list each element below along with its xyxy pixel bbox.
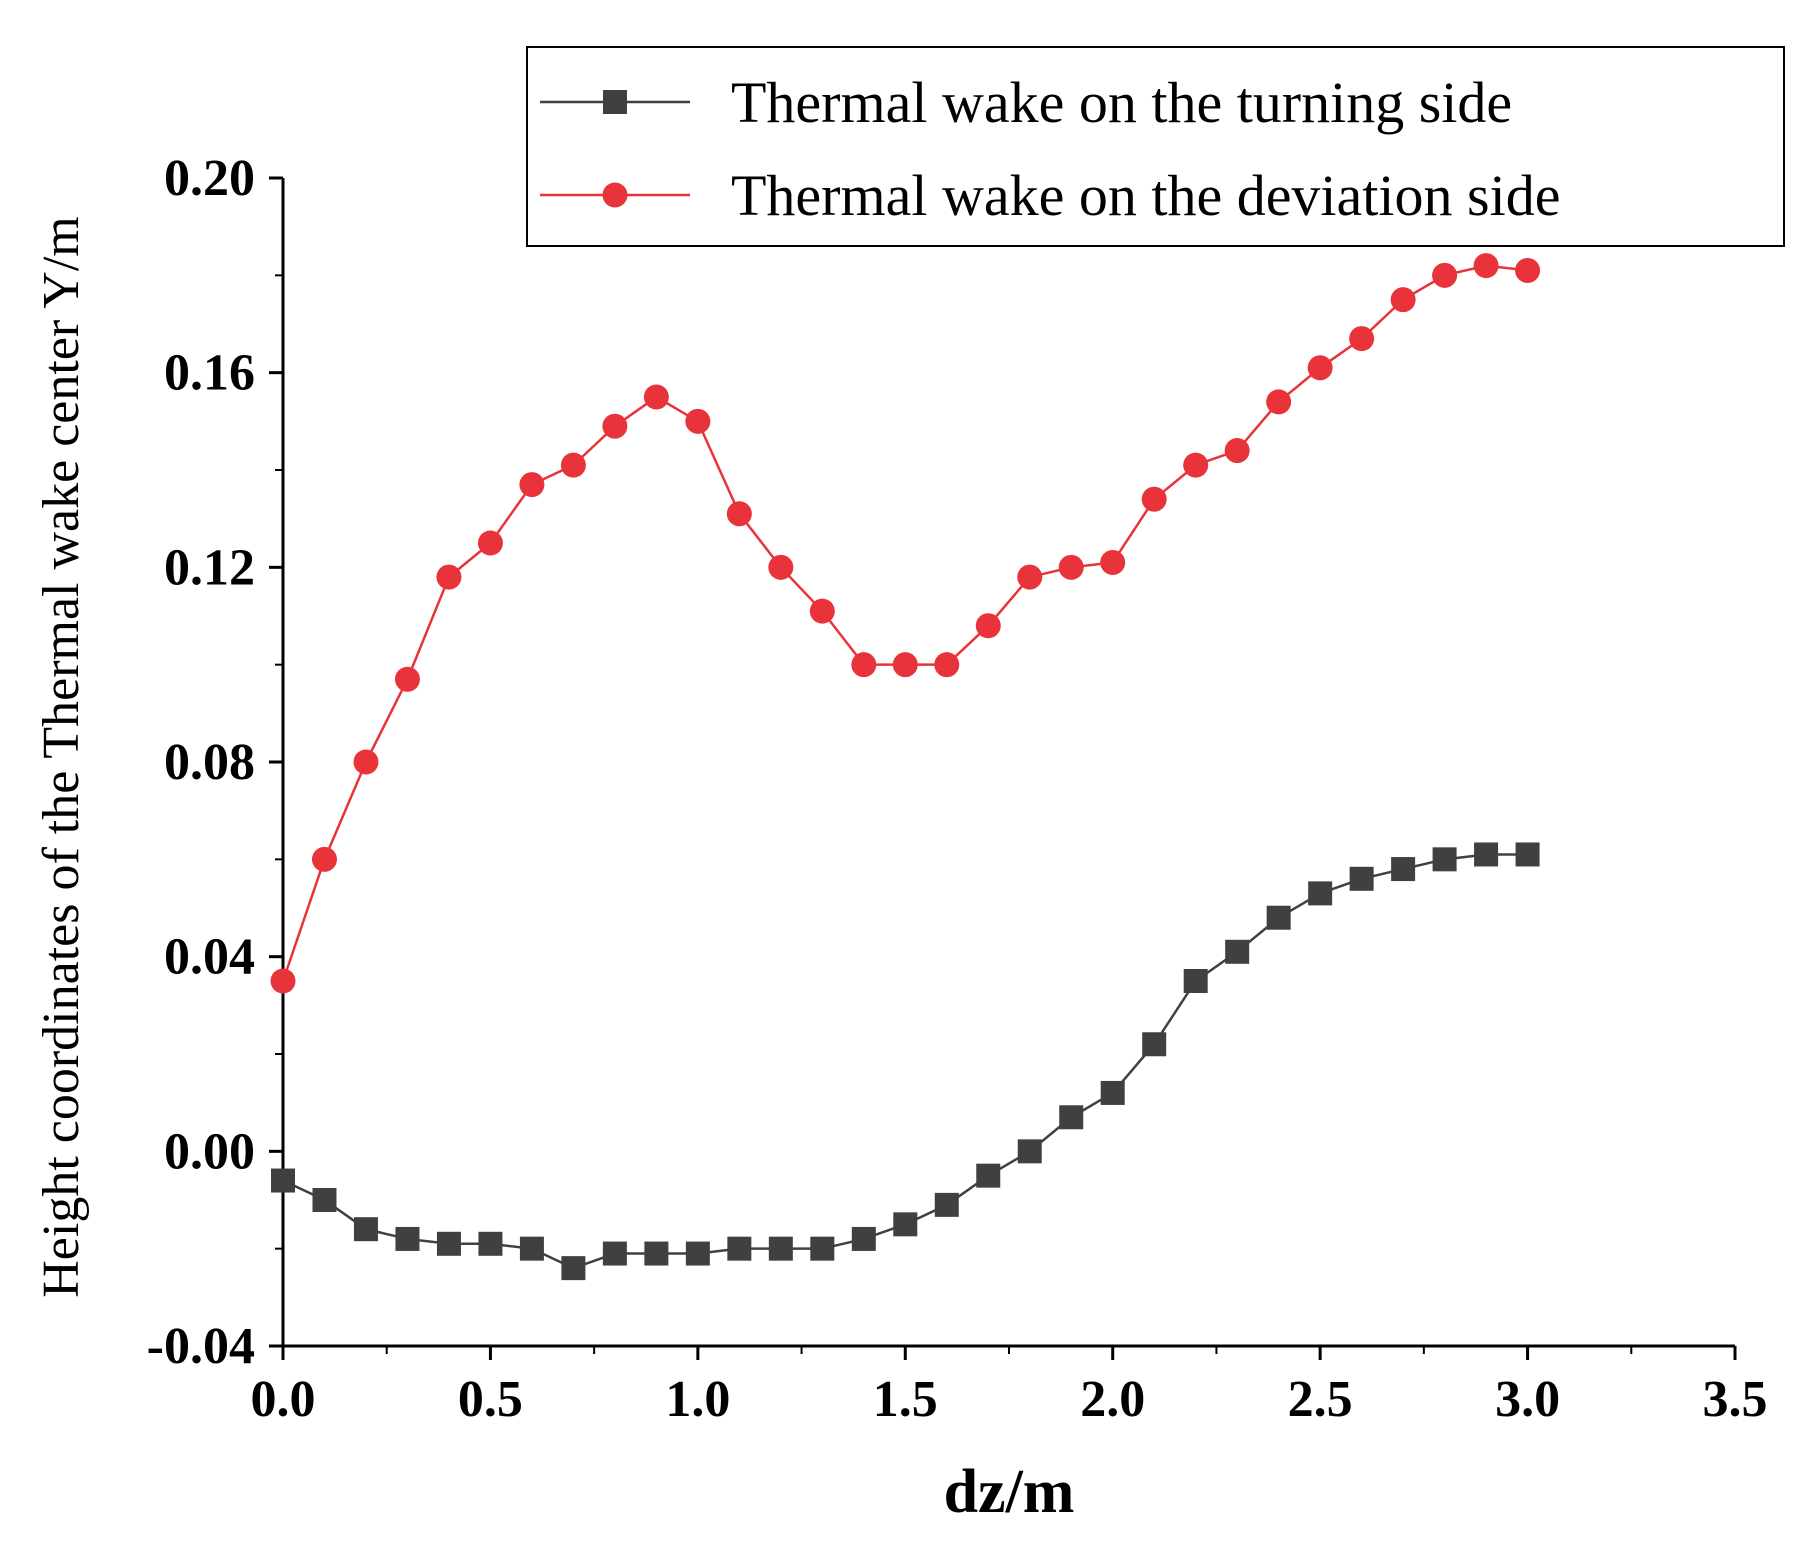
data-point — [478, 1231, 503, 1256]
data-point — [976, 1163, 1001, 1188]
y-tick-label: 0.08 — [164, 734, 255, 791]
x-tick-label: 0.0 — [251, 1371, 316, 1428]
data-point — [436, 564, 462, 590]
data-point — [1059, 1105, 1084, 1130]
data-point — [477, 530, 503, 556]
y-axis-title: Height coordinates of the Thermal wake c… — [33, 216, 90, 1298]
data-point — [1266, 389, 1292, 415]
legend-box — [526, 46, 1785, 247]
y-tick-label: 0.20 — [164, 150, 255, 207]
y-tick-label: 0.12 — [164, 539, 255, 596]
data-point — [1349, 866, 1374, 891]
x-tick-label: 1.5 — [873, 1371, 938, 1428]
x-tick-label: 0.5 — [458, 1371, 523, 1428]
series-line — [281, 264, 1528, 982]
x-axis-title: dz/m — [944, 1458, 1075, 1526]
data-point — [1390, 287, 1416, 313]
y-tick-label: 0.16 — [164, 345, 255, 402]
x-tick-label: 3.0 — [1495, 1371, 1560, 1428]
data-point — [1017, 564, 1043, 590]
data-point — [1515, 257, 1541, 283]
data-point — [809, 598, 835, 624]
y-tick-label: 0.04 — [164, 929, 255, 986]
legend-marker-square — [603, 90, 627, 114]
data-point — [271, 1168, 295, 1193]
data-point — [685, 1241, 710, 1266]
data-point — [1100, 549, 1126, 575]
data-point — [602, 1241, 627, 1266]
data-point — [1183, 452, 1209, 478]
data-point — [519, 1236, 544, 1261]
data-point — [1515, 842, 1540, 867]
series-group — [270, 253, 1541, 1281]
legend-label: Thermal wake on the deviation side — [731, 163, 1560, 228]
data-point — [436, 1231, 461, 1256]
data-point — [644, 1241, 669, 1266]
data-point — [270, 968, 296, 994]
data-point — [1224, 438, 1250, 464]
series-1 — [271, 842, 1540, 1281]
data-point — [643, 384, 669, 410]
legend: Thermal wake on the turning side Thermal … — [526, 46, 1785, 247]
data-point — [975, 613, 1001, 639]
data-point — [1017, 1139, 1042, 1164]
data-point — [893, 1212, 918, 1237]
data-point — [685, 408, 711, 434]
axes-group: 0.0 0.5 1.0 1.5 2.0 2.5 3.0 3.5 -0.04 0.00 0.04 0.0… — [147, 150, 1768, 1428]
data-point — [810, 1236, 835, 1261]
data-point — [768, 554, 794, 580]
y-tick-label: -0.04 — [147, 1318, 255, 1375]
data-point — [727, 1236, 752, 1261]
data-point — [1308, 881, 1333, 906]
data-point — [768, 1236, 793, 1261]
data-point — [1225, 939, 1250, 964]
data-point — [934, 1192, 959, 1217]
data-point — [560, 452, 586, 478]
data-point — [726, 501, 752, 527]
data-point — [1058, 554, 1084, 580]
data-point — [1266, 905, 1291, 930]
x-tick-label: 1.0 — [665, 1371, 730, 1428]
data-point — [851, 1226, 876, 1251]
data-point — [311, 846, 337, 872]
x-tick-label: 3.5 — [1703, 1371, 1768, 1428]
data-point — [394, 666, 420, 692]
data-point — [561, 1256, 586, 1281]
data-point — [1432, 262, 1458, 288]
data-point — [519, 472, 545, 498]
data-point — [1391, 857, 1416, 882]
x-tick-label: 2.0 — [1080, 1371, 1145, 1428]
data-point — [892, 652, 918, 678]
data-point — [353, 1217, 378, 1242]
data-point — [353, 749, 379, 775]
x-tick-label: 2.5 — [1288, 1371, 1353, 1428]
data-point — [934, 652, 960, 678]
data-point — [395, 1226, 420, 1251]
data-point — [1183, 969, 1208, 993]
data-point — [1474, 842, 1499, 867]
data-point — [851, 652, 877, 678]
data-point — [602, 413, 628, 439]
legend-marker-circle — [602, 182, 628, 208]
y-tick-label: 0.00 — [164, 1123, 255, 1180]
data-point — [1100, 1080, 1125, 1105]
series-line — [282, 853, 1528, 1270]
data-point — [1432, 847, 1457, 872]
data-point — [1349, 326, 1375, 352]
series-2 — [270, 253, 1541, 994]
data-point — [1141, 486, 1167, 512]
legend-label: Thermal wake on the turning side — [731, 70, 1512, 135]
data-point — [312, 1188, 337, 1212]
data-point — [1473, 253, 1499, 279]
data-point — [1307, 355, 1333, 381]
data-point — [1142, 1032, 1167, 1057]
